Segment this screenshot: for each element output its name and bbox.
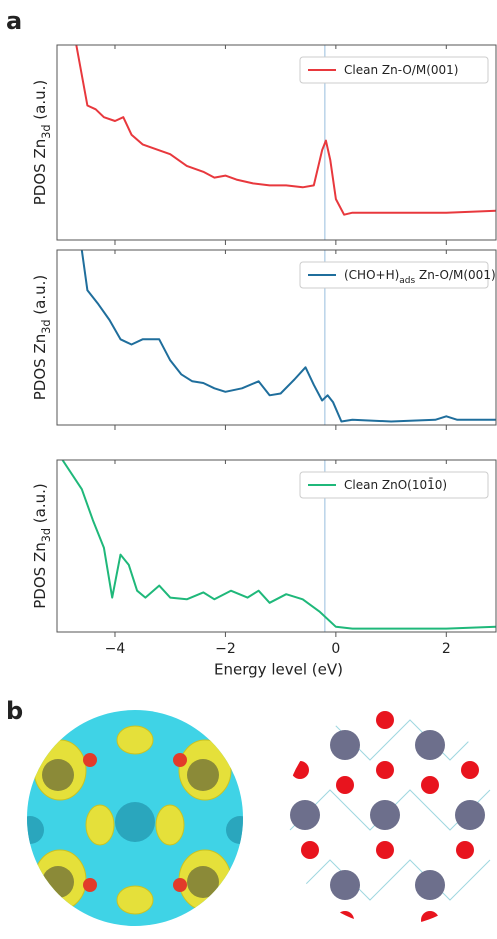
x-axis-label: Energy level (eV) bbox=[214, 661, 343, 679]
x-tick-label: 2 bbox=[442, 641, 451, 657]
panel-label: b bbox=[6, 697, 23, 725]
y-axis-label: PDOS Zn3d (a.u.) bbox=[31, 483, 53, 609]
subscript: ads bbox=[399, 276, 415, 286]
charge-density-image bbox=[27, 710, 243, 926]
pdos-line bbox=[75, 45, 496, 216]
y-axis-label: PDOS Zn3d (a.u.) bbox=[31, 275, 53, 401]
pdos-line bbox=[61, 460, 496, 630]
legend: Clean Zn-O/M(001) bbox=[299, 56, 489, 84]
subscript: 3d bbox=[40, 124, 53, 138]
text-part: (a.u.) bbox=[31, 275, 49, 320]
text-part: PDOS Zn bbox=[31, 139, 49, 205]
pdos-line bbox=[80, 250, 496, 423]
x-tick-label: −4 bbox=[105, 641, 126, 657]
plot-frame bbox=[56, 249, 497, 426]
text-part: Clean ZnO(101̄0) bbox=[344, 477, 447, 491]
plot-frame bbox=[56, 459, 497, 633]
legend-box bbox=[299, 471, 489, 499]
x-tick-label: 0 bbox=[331, 641, 340, 657]
panel-label: a bbox=[6, 7, 22, 35]
legend-label: (CHO+H)ads Zn-O/M(001) bbox=[344, 268, 496, 286]
text-part: Clean Zn-O/M(001) bbox=[344, 63, 458, 77]
subscript: 3d bbox=[40, 319, 53, 333]
text-part: PDOS Zn bbox=[31, 334, 49, 400]
subscript: 3d bbox=[40, 528, 53, 542]
text-part: Zn-O/M(001) bbox=[415, 268, 495, 282]
legend-box bbox=[299, 56, 489, 84]
y-axis-label: PDOS Zn3d (a.u.) bbox=[31, 80, 53, 206]
x-tick-label: −2 bbox=[215, 641, 236, 657]
text-part: (a.u.) bbox=[31, 483, 49, 528]
text-part: (CHO+H) bbox=[344, 268, 399, 282]
legend: (CHO+H)ads Zn-O/M(001) bbox=[299, 261, 496, 289]
structure-image bbox=[284, 710, 497, 926]
legend-box bbox=[299, 261, 489, 289]
legend-label: Clean ZnO(101̄0) bbox=[344, 477, 447, 491]
text-part: (a.u.) bbox=[31, 80, 49, 125]
legend-label: Clean Zn-O/M(001) bbox=[344, 63, 458, 77]
plot-frame bbox=[56, 44, 497, 241]
text-part: PDOS Zn bbox=[31, 542, 49, 608]
legend: Clean ZnO(101̄0) bbox=[299, 471, 489, 499]
